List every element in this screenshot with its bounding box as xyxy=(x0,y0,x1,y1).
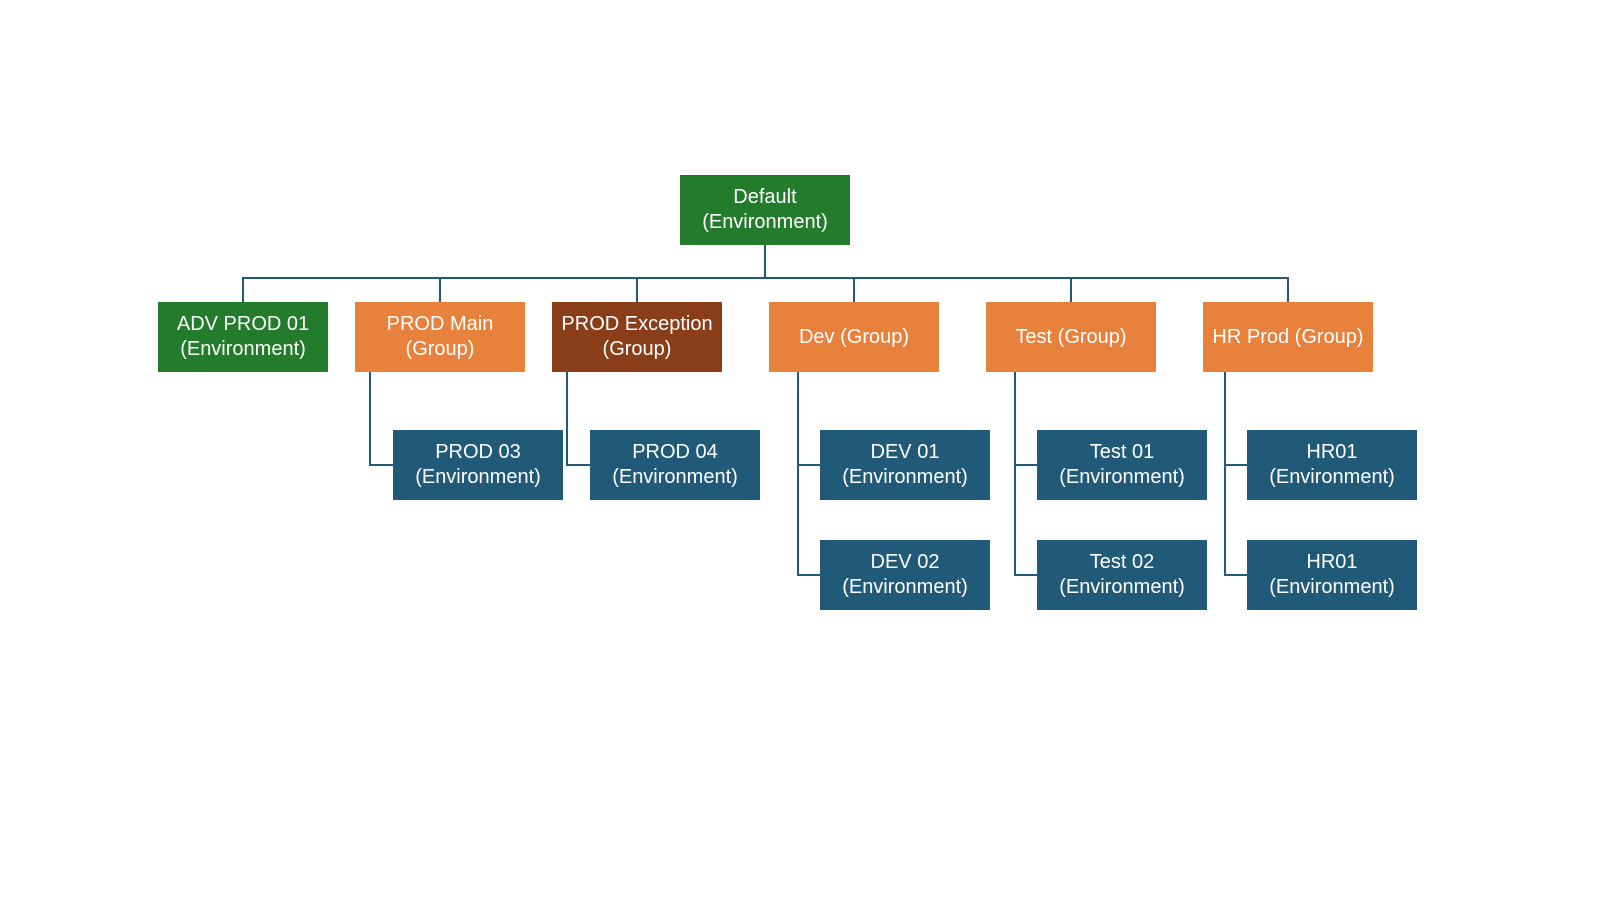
tree-node-pmain: PROD Main(Group) xyxy=(355,302,525,372)
node-label-line1: PROD Main xyxy=(387,312,494,337)
node-label-line1: DEV 01 xyxy=(842,440,968,465)
tree-node-dev: Dev (Group) xyxy=(769,302,939,372)
tree-node-test02: Test 02(Environment) xyxy=(1037,540,1207,610)
node-label-line1: PROD 03 xyxy=(415,440,541,465)
node-label-line1: Dev (Group) xyxy=(799,325,909,350)
node-label-line2: (Environment) xyxy=(702,210,828,235)
node-label-line2: (Environment) xyxy=(842,575,968,600)
node-label-line2: (Environment) xyxy=(1269,575,1395,600)
node-label-line1: DEV 02 xyxy=(842,550,968,575)
tree-node-dev01: DEV 01(Environment) xyxy=(820,430,990,500)
node-label-line1: Test 01 xyxy=(1059,440,1185,465)
tree-node-hr: HR Prod (Group) xyxy=(1203,302,1373,372)
node-label-line1: HR01 xyxy=(1269,440,1395,465)
node-label-line2: (Environment) xyxy=(1059,465,1185,490)
tree-node-test01: Test 01(Environment) xyxy=(1037,430,1207,500)
tree-node-adv: ADV PROD 01(Environment) xyxy=(158,302,328,372)
node-label-line2: (Group) xyxy=(561,337,712,362)
node-label-line1: HR01 xyxy=(1269,550,1395,575)
node-label-line2: (Environment) xyxy=(842,465,968,490)
node-label-line1: Test 02 xyxy=(1059,550,1185,575)
node-label-line1: PROD 04 xyxy=(612,440,738,465)
node-label-line1: PROD Exception xyxy=(561,312,712,337)
tree-node-test: Test (Group) xyxy=(986,302,1156,372)
tree-node-pexc: PROD Exception(Group) xyxy=(552,302,722,372)
node-label-line2: (Environment) xyxy=(1269,465,1395,490)
node-label-line2: (Environment) xyxy=(415,465,541,490)
node-label-line1: Default xyxy=(702,185,828,210)
node-label-line1: ADV PROD 01 xyxy=(177,312,309,337)
node-label-line2: (Group) xyxy=(387,337,494,362)
tree-node-dev02: DEV 02(Environment) xyxy=(820,540,990,610)
node-label-line2: (Environment) xyxy=(1059,575,1185,600)
node-label-line1: HR Prod (Group) xyxy=(1212,325,1363,350)
tree-node-prod04: PROD 04(Environment) xyxy=(590,430,760,500)
node-label-line2: (Environment) xyxy=(612,465,738,490)
tree-node-prod03: PROD 03(Environment) xyxy=(393,430,563,500)
node-label-line1: Test (Group) xyxy=(1015,325,1126,350)
node-label-line2: (Environment) xyxy=(177,337,309,362)
tree-node-root: Default(Environment) xyxy=(680,175,850,245)
tree-node-hr01a: HR01(Environment) xyxy=(1247,430,1417,500)
tree-node-hr01b: HR01(Environment) xyxy=(1247,540,1417,610)
